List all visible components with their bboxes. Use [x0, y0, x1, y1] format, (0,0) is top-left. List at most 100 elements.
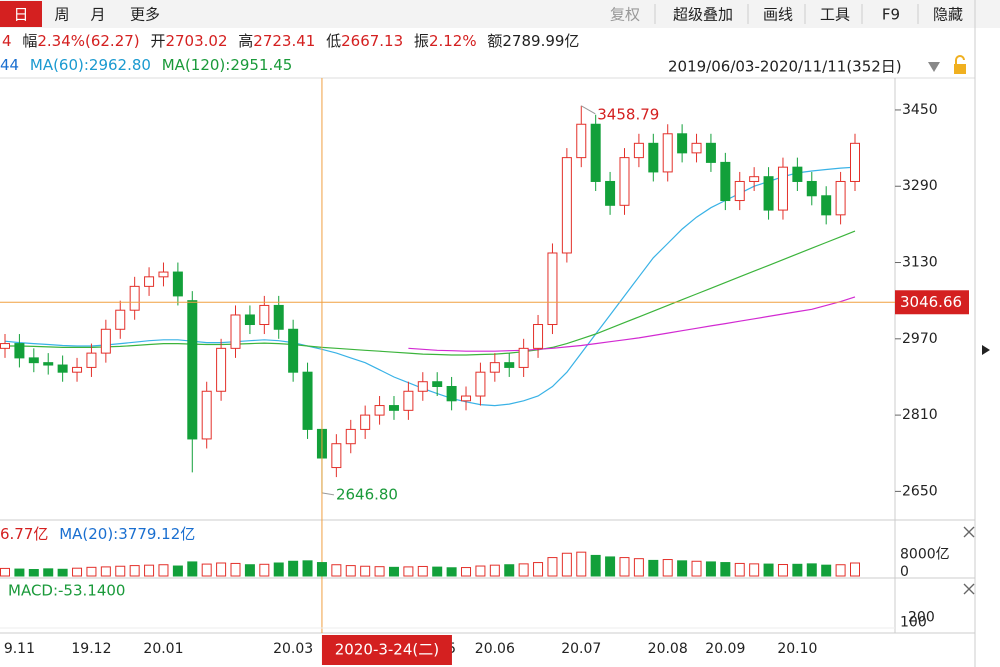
volume-bar [561, 552, 572, 577]
candle-body [518, 347, 529, 368]
volume-bar [374, 566, 385, 577]
tab[interactable]: 日 [13, 6, 28, 24]
candle-body [115, 309, 126, 330]
volume-bar [749, 563, 760, 577]
x-tick-label: 19.12 [71, 641, 111, 657]
volume-bar [187, 561, 198, 577]
max-label: 3458.79 [597, 105, 659, 123]
volume-bar [763, 563, 774, 577]
candle-body [633, 142, 644, 159]
volume-bar [619, 557, 630, 577]
x-tick-label: 9.11 [4, 641, 35, 657]
volume-bar [489, 564, 500, 577]
tool-button[interactable]: F9 [882, 6, 900, 24]
volume-bar [461, 567, 472, 577]
volume-bar [821, 564, 832, 577]
tool-button[interactable]: 工具 [820, 6, 850, 24]
y-tick-label: 3450 [902, 102, 938, 118]
volume-bar [115, 565, 126, 577]
volume-bar [403, 566, 414, 577]
candle-body [388, 405, 399, 411]
volume-bar [129, 565, 140, 577]
volume: 6.77亿 [0, 525, 48, 543]
tab-active[interactable] [0, 1, 42, 27]
tab[interactable]: 周 [54, 6, 69, 24]
tab[interactable]: 月 [90, 6, 105, 24]
candle-body [835, 180, 846, 216]
volume-bar [705, 561, 716, 577]
volume-bar [605, 556, 616, 577]
candle-body [489, 362, 500, 373]
volume-bar [590, 554, 601, 577]
candle-body [533, 324, 544, 349]
y-tick-label: 2970 [902, 331, 938, 347]
volume-bar [172, 565, 183, 577]
date-range[interactable]: 2019/06/03-2020/11/11(352日) [668, 58, 902, 76]
candle-body [158, 271, 169, 278]
x-tick-label: 20.07 [561, 641, 601, 657]
volume-bar [57, 568, 68, 577]
close-icon[interactable] [963, 526, 975, 595]
volume-bar [302, 560, 313, 577]
volume-bar [230, 562, 241, 577]
volume-bar [691, 560, 702, 577]
ma-line [408, 296, 856, 352]
candle-body [648, 142, 659, 173]
value: 2.12% [429, 32, 477, 50]
label: 额 [487, 32, 502, 50]
lock-icon [955, 55, 965, 64]
candle-body [461, 395, 472, 402]
crosshair-date: 2020-3-24(二) [335, 641, 439, 659]
volume-bar [777, 564, 788, 577]
ma60: MA(60):2962.80 [30, 56, 151, 74]
value: 2703.02 [165, 32, 227, 50]
candle-body [734, 180, 745, 202]
candle-body [86, 352, 97, 368]
volume-bar [547, 557, 558, 577]
volume-bar [850, 562, 860, 577]
max-pointer [581, 105, 596, 115]
candle-body [777, 166, 788, 211]
candle-body [273, 304, 284, 330]
candle-body [172, 271, 183, 297]
candle-body [547, 252, 558, 326]
candle-body [72, 366, 83, 373]
x-tick-label: 20.06 [475, 641, 515, 657]
value: 2723.41 [253, 32, 315, 50]
y-tick-label: 2650 [902, 483, 938, 499]
candle-body [720, 161, 731, 202]
candle-body [850, 142, 860, 182]
volume-bar [662, 559, 673, 577]
candle-body [662, 133, 673, 173]
dropdown-icon[interactable] [928, 62, 940, 72]
candle-body [0, 343, 10, 349]
candle-body [417, 381, 428, 392]
tool-button[interactable]: 画线 [763, 6, 793, 24]
tool-button[interactable]: 超级叠加 [673, 6, 733, 24]
min-pointer [321, 492, 335, 496]
crosshair-value: 3046.66 [900, 293, 962, 311]
candle-body [403, 390, 414, 411]
x-tick-label: 20.01 [143, 641, 183, 657]
lock-icon[interactable] [954, 64, 966, 74]
toolbar [0, 0, 1000, 28]
tab[interactable]: 更多 [130, 6, 160, 24]
volume-bar [345, 565, 356, 577]
volume-bar [244, 564, 255, 577]
volume-header: 6.77亿 MA(20):3779.12亿 [0, 525, 195, 543]
volume-bar [648, 559, 659, 577]
candle-body [705, 142, 716, 163]
candle-body [763, 176, 774, 211]
tool-button[interactable]: 复权 [610, 6, 640, 24]
macd-tick-label: 100 [900, 615, 927, 631]
volume-bar [158, 564, 169, 577]
candle-body [144, 276, 155, 287]
tool-button[interactable]: 隐藏 [933, 6, 963, 24]
x-tick-label: 20.03 [273, 641, 313, 657]
label: 幅 [22, 32, 37, 50]
macd-tick-label: 200 [908, 609, 935, 625]
volume-bar [100, 566, 111, 577]
expand-icon[interactable] [982, 345, 990, 355]
candle-body [576, 123, 587, 159]
